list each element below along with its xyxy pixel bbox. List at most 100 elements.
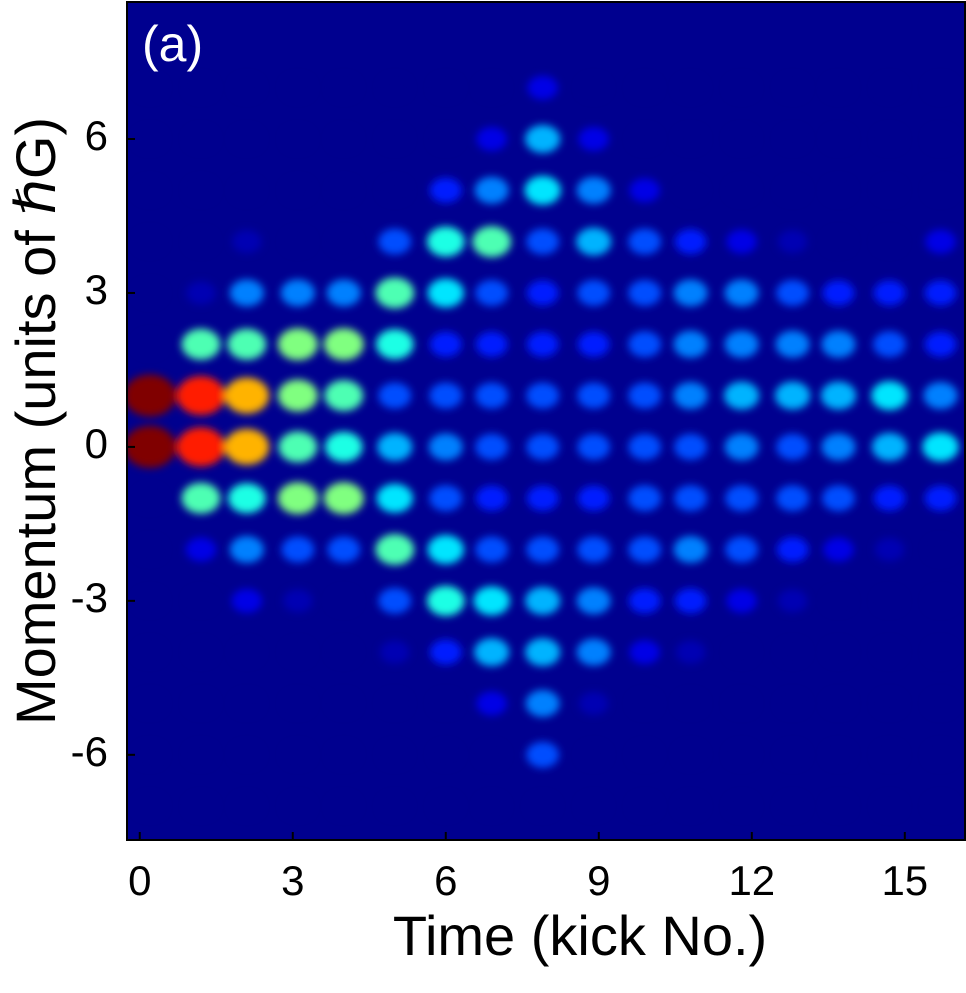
heat-spot: [824, 76, 853, 99]
heat-spot: [377, 432, 413, 461]
heat-spot: [822, 485, 855, 512]
heat-spot: [526, 382, 560, 409]
heat-spot: [926, 128, 955, 151]
heat-spot: [778, 76, 807, 99]
panel-label: (a): [142, 16, 203, 72]
heat-spot: [477, 743, 506, 766]
heat-spot: [875, 641, 904, 664]
heat-spot: [473, 586, 510, 616]
heat-spot: [228, 483, 266, 514]
heat-spot: [724, 279, 759, 307]
heat-spot: [283, 743, 312, 766]
heat-spot: [324, 431, 363, 462]
heat-spot: [822, 280, 855, 306]
heat-spot: [576, 176, 611, 204]
heat-spot: [426, 226, 465, 257]
heat-spot: [925, 229, 956, 254]
heat-spot: [135, 128, 164, 151]
heat-spot: [629, 640, 660, 665]
heat-spot: [324, 380, 364, 412]
heat-spot: [875, 230, 904, 253]
heat-spot: [629, 178, 660, 203]
heat-spot: [475, 485, 508, 511]
heat-spot: [526, 536, 560, 563]
heat-spot: [186, 641, 215, 664]
heat-spot: [673, 330, 708, 358]
heat-spot: [380, 640, 410, 664]
heat-spot: [277, 482, 318, 515]
heat-spot: [776, 485, 810, 512]
heat-spot: [474, 638, 510, 667]
heat-spot: [231, 588, 263, 613]
heat-spot: [526, 433, 560, 460]
heat-spot: [278, 431, 318, 463]
heat-spot: [924, 331, 957, 357]
heat-spot: [871, 432, 908, 461]
heat-spot: [577, 536, 611, 563]
heat-spot: [676, 692, 705, 715]
heat-spot: [232, 76, 261, 99]
heat-spot: [724, 433, 759, 461]
heat-spot: [277, 379, 318, 412]
heat-spot: [875, 128, 904, 151]
heat-spot: [380, 692, 409, 715]
heat-spot: [281, 536, 315, 563]
heat-spot: [181, 482, 221, 514]
heat-spot: [280, 279, 315, 307]
heat-spot: [186, 179, 215, 202]
heat-spot: [674, 485, 707, 512]
heat-spot: [232, 179, 261, 202]
heat-spot: [776, 433, 810, 460]
heat-spot: [873, 280, 906, 306]
heat-spot: [775, 330, 810, 358]
heat-spot: [676, 76, 705, 99]
heat-spot: [823, 537, 854, 562]
heat-spot: [824, 795, 853, 818]
heat-spot: [232, 230, 262, 254]
heat-spot: [429, 331, 462, 357]
heat-spot: [628, 536, 662, 563]
heat-spot: [186, 76, 215, 99]
heat-spot: [778, 589, 808, 613]
x-tick-label: 6: [434, 857, 457, 904]
heat-spot: [630, 743, 659, 766]
heat-spot: [778, 128, 807, 151]
heat-spot: [431, 76, 460, 99]
heat-spot: [727, 692, 756, 715]
heat-spot: [475, 536, 509, 563]
heat-spot: [185, 537, 217, 562]
heat-spot: [579, 76, 608, 99]
heat-spot: [630, 128, 659, 151]
heat-spot: [924, 280, 957, 306]
heat-spot: [824, 230, 853, 253]
heat-spot: [135, 538, 164, 561]
heat-spot: [135, 589, 164, 612]
heat-spot: [429, 177, 462, 203]
heat-spot: [323, 328, 364, 361]
heat-spot: [232, 641, 261, 664]
heat-spot: [283, 692, 312, 715]
heat-spot: [323, 482, 364, 515]
heat-spot: [186, 589, 215, 612]
heat-spot: [576, 638, 611, 666]
heat-spot: [176, 376, 226, 416]
heat-spot: [135, 76, 164, 99]
y-tick-label: 6: [85, 112, 108, 159]
heat-spot: [476, 691, 507, 716]
heat-spot: [431, 743, 460, 766]
heat-spot: [283, 128, 312, 151]
heat-spot: [676, 795, 705, 818]
heat-spot: [673, 382, 708, 410]
heat-spot: [135, 333, 164, 356]
heat-spot: [277, 328, 318, 361]
heat-spot: [727, 795, 756, 818]
heat-spot: [380, 76, 409, 99]
heat-spot: [674, 588, 707, 614]
heat-spot: [724, 330, 759, 358]
heat-spot: [477, 76, 506, 99]
heat-spot: [283, 641, 312, 664]
heat-spot: [375, 534, 415, 566]
heat-spot: [674, 229, 707, 255]
heat-spot: [232, 692, 261, 715]
plot-frame: [126, 1, 966, 841]
